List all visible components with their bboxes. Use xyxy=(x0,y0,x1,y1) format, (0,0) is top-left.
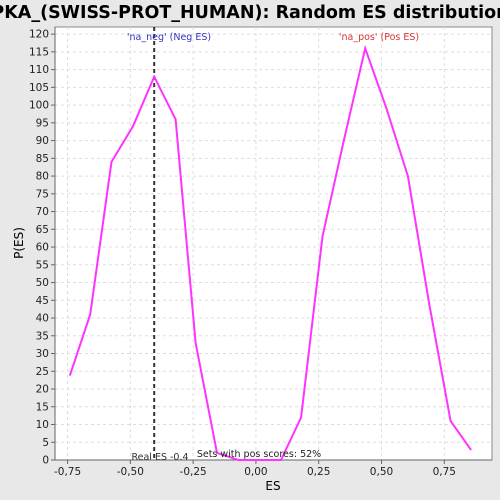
y-tick-label: 100 xyxy=(29,100,49,112)
data-point xyxy=(321,235,323,237)
data-point xyxy=(386,108,388,110)
y-tick-label: 45 xyxy=(36,295,49,307)
x-tick-label: -0,25 xyxy=(180,466,207,478)
y-tick-label: 0 xyxy=(42,455,49,467)
y-tick-label: 75 xyxy=(36,188,49,200)
data-point xyxy=(175,118,177,120)
data-point xyxy=(132,125,134,127)
y-tick-label: 55 xyxy=(36,259,49,271)
y-tick-label: 15 xyxy=(36,401,49,413)
y-tick-label: 10 xyxy=(36,419,49,431)
plot-area xyxy=(55,27,492,460)
y-tick-label: 35 xyxy=(36,330,49,342)
data-point xyxy=(69,374,71,376)
data-point xyxy=(153,76,155,78)
y-tick-label: 60 xyxy=(36,242,49,254)
x-tick-label: -0,50 xyxy=(117,466,144,478)
data-point xyxy=(470,448,472,450)
x-tick-label: 0,25 xyxy=(307,466,330,478)
data-point xyxy=(407,175,409,177)
data-point xyxy=(343,140,345,142)
chart-title: PKA_(SWISS-PROT_HUMAN): Random ES distri… xyxy=(0,3,500,23)
y-tick-label: 115 xyxy=(29,46,49,58)
y-tick-label: 70 xyxy=(36,206,49,218)
y-tick-label: 20 xyxy=(36,384,49,396)
neg-es-label: 'na_neg' (Neg ES) xyxy=(127,32,211,43)
x-tick-label: 0,50 xyxy=(370,466,393,478)
x-axis-label: ES xyxy=(265,479,280,493)
y-tick-label: 95 xyxy=(36,117,49,129)
y-tick-label: 5 xyxy=(42,437,49,449)
y-tick-label: 120 xyxy=(29,29,49,41)
data-point xyxy=(450,420,452,422)
data-point xyxy=(195,342,197,344)
y-tick-label: 40 xyxy=(36,313,49,325)
y-tick-label: 110 xyxy=(29,64,49,76)
y-tick-label: 25 xyxy=(36,366,49,378)
pos-scores-label: Sets with pos scores: 52% xyxy=(197,449,321,460)
y-tick-label: 80 xyxy=(36,171,49,183)
x-tick-label: 0,75 xyxy=(433,466,456,478)
y-tick-label: 90 xyxy=(36,135,49,147)
x-tick-label: -0,75 xyxy=(54,466,81,478)
data-point xyxy=(300,416,302,418)
data-point xyxy=(89,313,91,315)
pos-es-label: 'na_pos' (Pos ES) xyxy=(339,32,419,43)
y-tick-label: 85 xyxy=(36,153,49,165)
y-tick-label: 105 xyxy=(29,82,49,94)
y-axis-label: P(ES) xyxy=(12,227,26,259)
y-tick-label: 50 xyxy=(36,277,49,289)
y-tick-label: 30 xyxy=(36,348,49,360)
data-point xyxy=(428,303,430,305)
real-es-label: Real ES -0.4 xyxy=(131,452,188,463)
data-point xyxy=(111,161,113,163)
data-point xyxy=(364,47,366,49)
x-tick-label: 0,00 xyxy=(244,466,267,478)
y-tick-label: 65 xyxy=(36,224,49,236)
